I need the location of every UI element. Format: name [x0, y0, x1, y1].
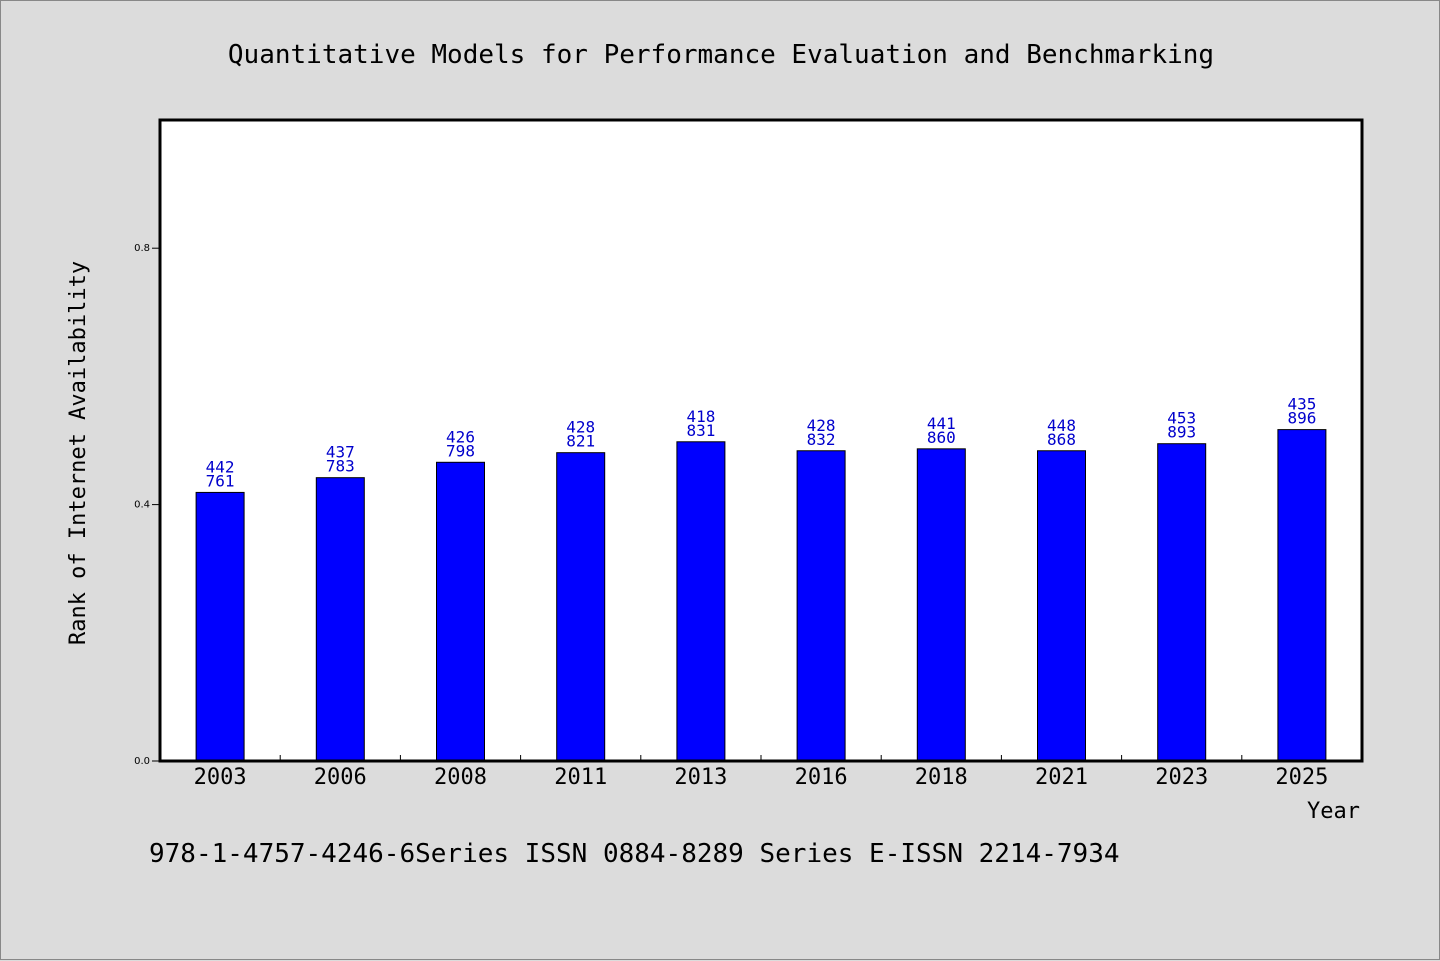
bar-2013	[676, 441, 726, 762]
data-label-bottom-2003: 761	[206, 471, 235, 490]
data-label-bottom-2013: 831	[686, 421, 715, 440]
data-label-top-2006: 437	[326, 443, 355, 462]
y-axis-label: Rank of Internet Availability	[66, 261, 91, 645]
x-tick-label-2011: 2011	[554, 765, 607, 790]
ticks-group: 2003 2006 2008 2011 2013 2016 2018 2021 2023 2025…	[134, 243, 1328, 790]
data-label-top-2021: 448	[1047, 416, 1076, 435]
bar-2003	[195, 491, 245, 762]
bar-2006	[315, 477, 365, 762]
data-label-bottom-2011: 821	[566, 432, 595, 451]
y-tick-label-0.0: 0.0	[134, 756, 150, 767]
footer-isbn-text: 978-1-4757-4246-6Series ISSN 0884-8289 S…	[149, 839, 1120, 869]
bar-2018	[916, 448, 966, 762]
bar-2016	[796, 450, 846, 762]
x-axis-label: Year	[1307, 799, 1360, 824]
data-label-bottom-2023: 893	[1167, 423, 1196, 442]
x-tick-label-2006: 2006	[314, 765, 367, 790]
bar-2021	[1037, 450, 1086, 762]
x-tick-label-2013: 2013	[674, 765, 727, 790]
data-label-bottom-2008: 798	[446, 441, 475, 460]
y-tick-label-0.4: 0.4	[134, 500, 150, 511]
plot-frame	[158, 118, 1364, 763]
bar-2008	[436, 461, 485, 762]
data-label-bottom-2021: 868	[1047, 430, 1076, 449]
x-tick-label-2018: 2018	[915, 765, 968, 790]
data-label-bottom-2006: 783	[326, 457, 355, 476]
x-tick-label-2025: 2025	[1275, 765, 1328, 790]
x-tick-label-2016: 2016	[795, 765, 848, 790]
x-tick-label-2021: 2021	[1035, 765, 1088, 790]
data-label-top-2016: 428	[807, 416, 836, 435]
data-label-top-2013: 418	[686, 407, 715, 426]
chart-title: Quantitative Models for Performance Eval…	[228, 40, 1214, 70]
data-label-top-2018: 441	[927, 414, 956, 433]
data-label-top-2008: 426	[446, 427, 475, 446]
data-label-bottom-2018: 860	[927, 428, 956, 447]
data-label-top-2003: 442	[206, 457, 235, 476]
bar-2025	[1277, 429, 1327, 762]
data-label-top-2011: 428	[566, 418, 595, 437]
x-tick-label-2023: 2023	[1155, 765, 1208, 790]
data-label-top-2025: 435	[1287, 395, 1316, 414]
bar-2023	[1157, 443, 1207, 762]
x-tick-label-2008: 2008	[434, 765, 487, 790]
bar-2011	[556, 452, 606, 762]
x-tick-label-2003: 2003	[194, 765, 247, 790]
data-label-bottom-2025: 896	[1287, 409, 1316, 428]
data-label-top-2023: 453	[1167, 409, 1196, 428]
y-tick-label-0.8: 0.8	[134, 243, 150, 254]
data-label-bottom-2016: 832	[807, 430, 836, 449]
